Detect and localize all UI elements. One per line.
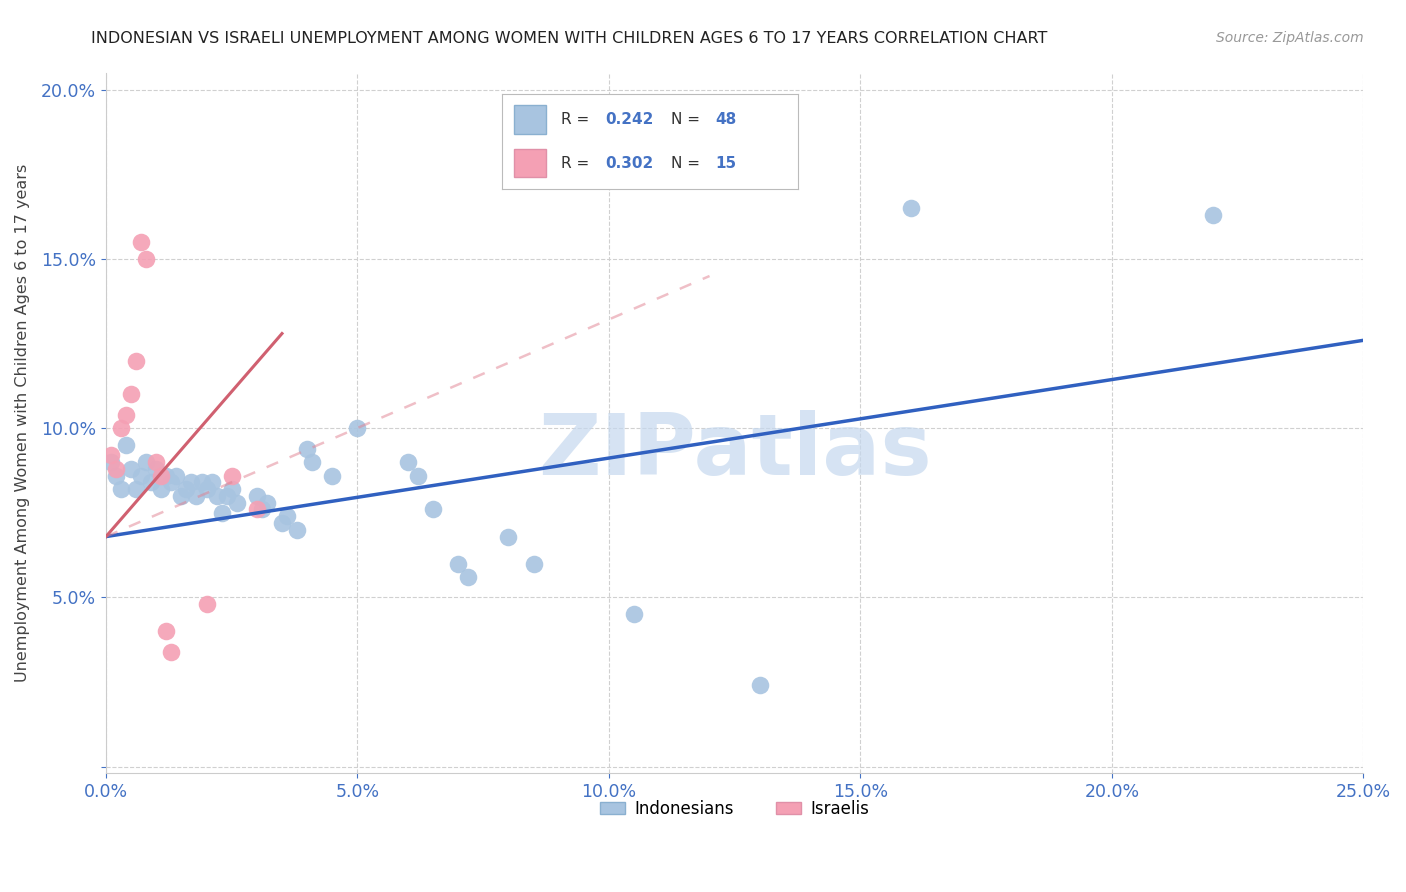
Point (115, 438, 138, 452)
Point (221, 468, 243, 483)
Point (598, 157, 620, 171)
Point (447, 557, 470, 571)
Point (141, 475, 163, 490)
Point (623, 607, 645, 622)
Point (150, 482, 173, 496)
Point (301, 455, 323, 469)
Point (125, 482, 148, 496)
Point (135, 455, 157, 469)
Point (120, 387, 142, 401)
Point (195, 482, 218, 496)
Point (498, 530, 520, 544)
Point (120, 462, 142, 476)
Point (176, 482, 198, 496)
Text: Source: ZipAtlas.com: Source: ZipAtlas.com (1216, 31, 1364, 45)
Point (150, 468, 173, 483)
Point (396, 455, 419, 469)
Point (276, 509, 298, 524)
Point (105, 468, 128, 483)
Point (225, 496, 247, 510)
Point (321, 468, 343, 483)
Point (522, 557, 544, 571)
Point (105, 462, 128, 476)
Point (205, 489, 228, 503)
Point (160, 645, 183, 659)
Point (190, 475, 212, 490)
Point (155, 468, 177, 483)
Point (110, 421, 132, 435)
Point (246, 502, 269, 516)
Point (1201, 208, 1223, 222)
Text: INDONESIAN VS ISRAELI UNEMPLOYMENT AMONG WOMEN WITH CHILDREN AGES 6 TO 17 YEARS : INDONESIAN VS ISRAELI UNEMPLOYMENT AMONG… (91, 31, 1047, 46)
Point (285, 523, 308, 537)
Text: ZIPatlas: ZIPatlas (538, 409, 932, 492)
Point (155, 624, 177, 639)
Point (256, 496, 278, 510)
Y-axis label: Unemployment Among Women with Children Ages 6 to 17 years: Unemployment Among Women with Children A… (15, 164, 30, 682)
Point (110, 482, 132, 496)
Point (200, 475, 222, 490)
Point (900, 202, 922, 216)
Point (422, 502, 444, 516)
Legend: Indonesians, Israelis: Indonesians, Israelis (593, 793, 876, 824)
Point (346, 421, 368, 435)
Point (125, 353, 148, 368)
Point (160, 475, 183, 490)
Point (170, 489, 193, 503)
Point (129, 235, 152, 249)
Point (100, 448, 122, 462)
Point (246, 489, 269, 503)
Point (295, 442, 318, 456)
Point (250, 502, 273, 516)
Point (457, 570, 479, 584)
Point (748, 678, 770, 692)
Point (145, 455, 167, 469)
Point (135, 252, 157, 266)
Point (145, 462, 167, 476)
Point (221, 482, 243, 496)
Point (186, 489, 208, 503)
Point (180, 475, 202, 490)
Point (100, 455, 122, 469)
Point (271, 516, 294, 530)
Point (195, 597, 218, 611)
Point (129, 468, 152, 483)
Point (165, 468, 187, 483)
Point (211, 506, 233, 520)
Point (115, 408, 138, 422)
Point (215, 489, 238, 503)
Point (406, 468, 429, 483)
